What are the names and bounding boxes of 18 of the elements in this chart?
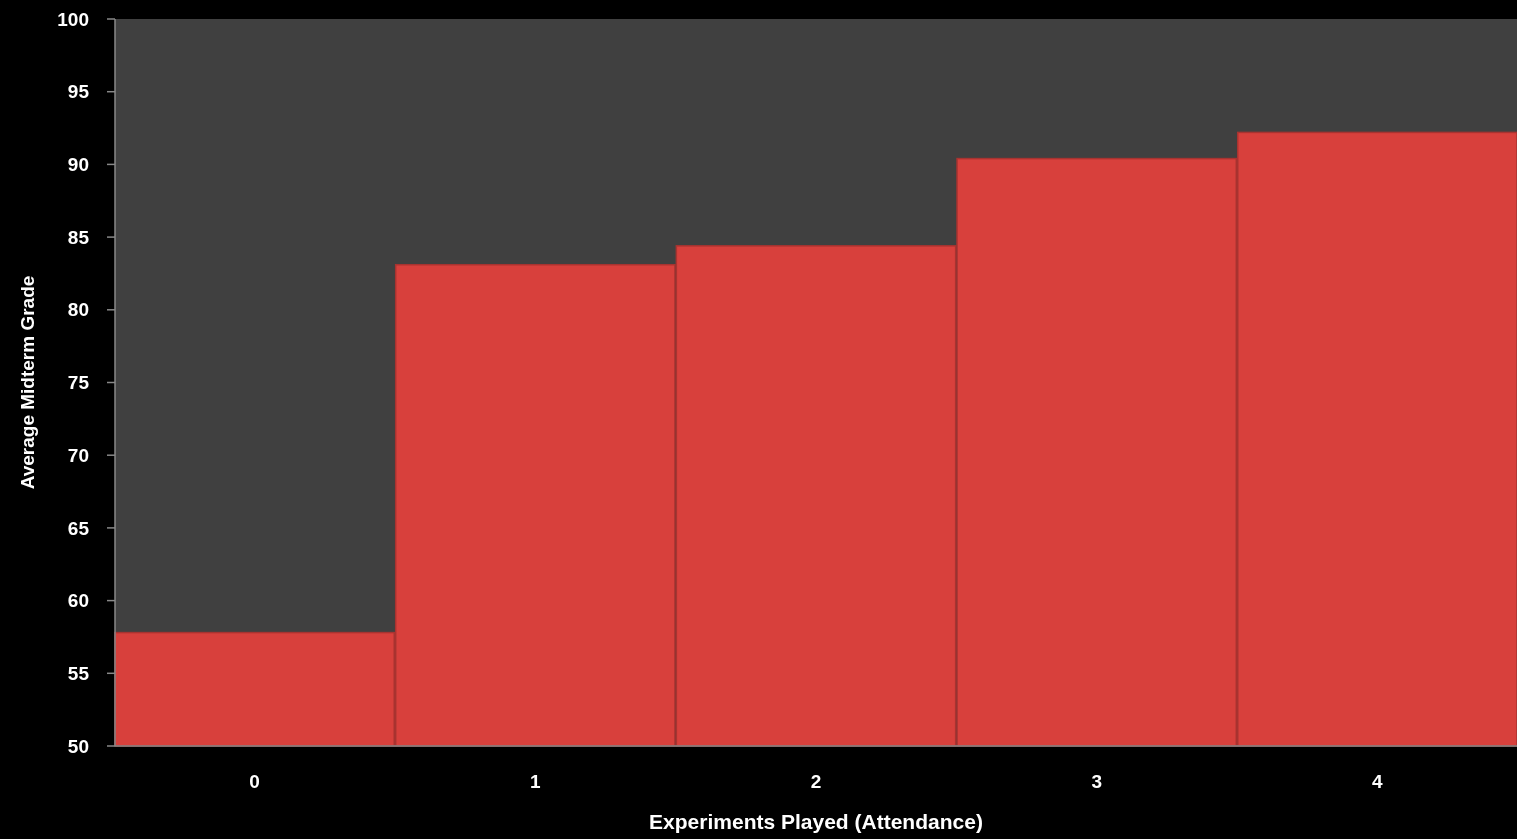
- y-axis-title: Average Midterm Grade: [17, 275, 38, 490]
- y-tick-label: 75: [67, 372, 90, 394]
- y-tick-label: 95: [67, 81, 90, 103]
- y-tick-label: 90: [67, 154, 89, 176]
- y-tick-label: 65: [67, 517, 90, 539]
- x-tick-label: 2: [810, 771, 822, 792]
- y-tick-label: 100: [57, 8, 89, 30]
- x-axis-title: Experiments Played (Attendance): [649, 810, 983, 833]
- y-tick-label: 50: [67, 735, 89, 757]
- y-tick-label: 55: [67, 662, 90, 684]
- x-tick-label: 0: [249, 771, 260, 792]
- y-tick-label: 85: [67, 226, 90, 248]
- x-tick-label: 4: [1372, 771, 1384, 792]
- y-tick-label: 80: [67, 299, 89, 321]
- y-tick-label: 60: [67, 590, 89, 612]
- y-tick-label: 70: [67, 444, 89, 466]
- x-tick-label: 1: [530, 771, 542, 792]
- x-tick-label: 3: [1091, 771, 1102, 792]
